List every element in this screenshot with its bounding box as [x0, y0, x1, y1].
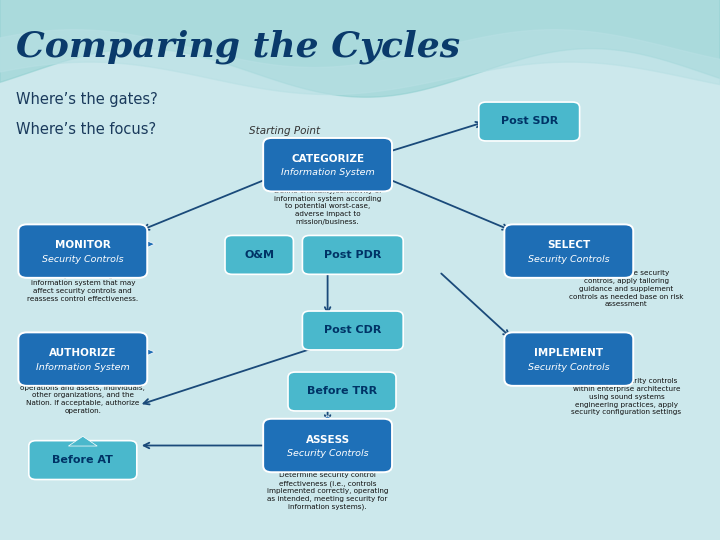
Text: Continuously track changes to the
information system that may
affect security co: Continuously track changes to the inform…	[21, 273, 145, 302]
Text: Security Controls: Security Controls	[287, 449, 369, 458]
Text: ASSESS: ASSESS	[305, 435, 350, 445]
Polygon shape	[313, 416, 342, 426]
FancyBboxPatch shape	[288, 372, 396, 411]
Text: Implement security controls
within enterprise architecture
using sound systems
e: Implement security controls within enter…	[572, 379, 681, 415]
Text: Starting Point: Starting Point	[249, 126, 320, 136]
Text: Security Controls: Security Controls	[528, 363, 610, 372]
FancyBboxPatch shape	[504, 225, 634, 278]
Text: Post SDR: Post SDR	[500, 117, 558, 126]
Text: Where’s the gates?: Where’s the gates?	[16, 92, 158, 107]
Text: Post PDR: Post PDR	[324, 250, 382, 260]
Text: CATEGORIZE: CATEGORIZE	[291, 154, 364, 164]
Text: Before TRR: Before TRR	[307, 387, 377, 396]
FancyBboxPatch shape	[29, 441, 137, 480]
FancyBboxPatch shape	[225, 235, 294, 274]
FancyBboxPatch shape	[264, 138, 392, 192]
Polygon shape	[139, 238, 155, 251]
Text: Security Controls: Security Controls	[42, 255, 124, 264]
Text: Information System: Information System	[36, 363, 130, 372]
FancyBboxPatch shape	[19, 332, 147, 386]
Text: IMPLEMENT: IMPLEMENT	[534, 348, 603, 359]
FancyBboxPatch shape	[479, 102, 580, 141]
FancyBboxPatch shape	[302, 235, 403, 274]
Text: Before AT: Before AT	[53, 455, 113, 465]
Text: Security Controls: Security Controls	[528, 255, 610, 264]
Text: Select baseline security
controls, apply tailoring
guidance and supplement
contr: Select baseline security controls, apply…	[569, 271, 684, 307]
FancyBboxPatch shape	[302, 311, 403, 350]
Text: Where’s the focus?: Where’s the focus?	[16, 122, 156, 137]
FancyBboxPatch shape	[504, 332, 634, 386]
Text: O&M: O&M	[244, 250, 274, 260]
Text: Post CDR: Post CDR	[324, 326, 382, 335]
Text: Define criticality/sensitivity of
information system according
to potential wors: Define criticality/sensitivity of inform…	[274, 188, 382, 225]
Polygon shape	[139, 346, 155, 359]
Text: Determine security control
effectiveness (i.e., controls
implemented correctly, : Determine security control effectiveness…	[267, 472, 388, 510]
Text: AUTHORIZE: AUTHORIZE	[49, 348, 117, 359]
FancyBboxPatch shape	[264, 419, 392, 472]
Text: MONITOR: MONITOR	[55, 240, 111, 251]
Text: Information System: Information System	[281, 168, 374, 177]
Text: Comparing the Cycles: Comparing the Cycles	[16, 30, 460, 64]
Text: SELECT: SELECT	[547, 240, 590, 251]
FancyBboxPatch shape	[19, 225, 147, 278]
Text: Determine risk to organizational
operations and assets, individuals,
other organ: Determine risk to organizational operati…	[20, 377, 145, 414]
Polygon shape	[68, 436, 97, 446]
